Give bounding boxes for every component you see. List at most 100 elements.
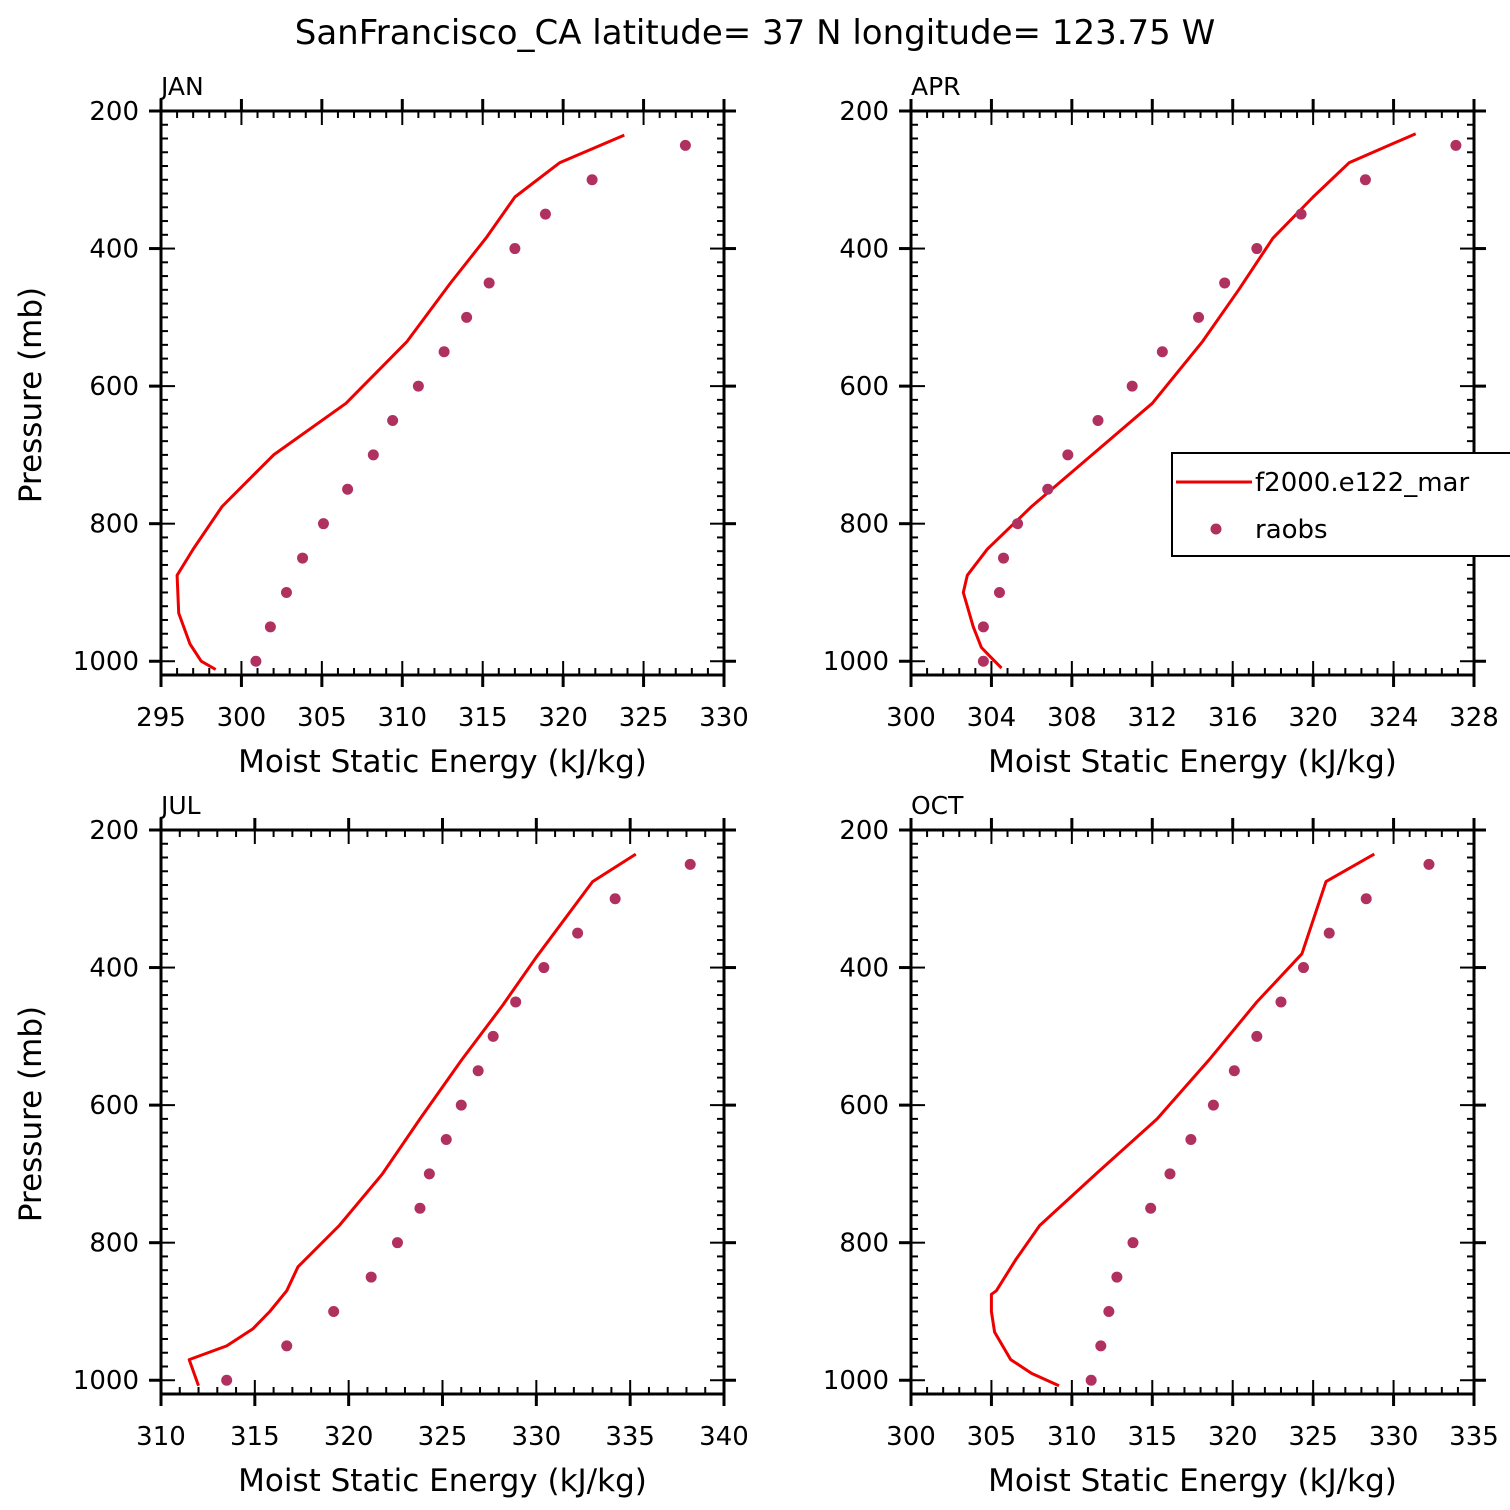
x-tick-label: 325 xyxy=(418,1422,468,1452)
raobs-marker xyxy=(1145,1202,1157,1214)
x-tick-label: 300 xyxy=(217,703,267,733)
legend-label: f2000.e122_mar xyxy=(1255,468,1469,498)
raobs-marker xyxy=(387,415,399,427)
raobs-marker xyxy=(461,311,473,323)
raobs-marker xyxy=(1062,449,1074,461)
plot-frame xyxy=(909,828,1476,1396)
raobs-marker xyxy=(438,346,450,358)
plot-frame xyxy=(909,109,1476,677)
x-tick-label: 310 xyxy=(136,1422,186,1452)
raobs-marker xyxy=(250,655,262,667)
raobs-marker xyxy=(1275,996,1287,1008)
panel-jul: JUL 200 400 600 800 1000 310 315 320 325 330 335 340… xyxy=(13,791,749,1499)
x-tick-label: 325 xyxy=(1288,1422,1338,1452)
x-tick-label: 340 xyxy=(699,1422,749,1452)
raobs-marker xyxy=(1095,1340,1107,1352)
x-tick-label: 305 xyxy=(967,1422,1017,1452)
y-tick-label: 600 xyxy=(839,372,889,402)
raobs-marker xyxy=(472,1065,484,1077)
raobs-marker xyxy=(977,621,989,633)
panel-oct: OCT 200 400 600 800 1000 300 305 310 315 320 325 330… xyxy=(823,791,1499,1499)
raobs-marker xyxy=(483,277,495,289)
raobs-marker xyxy=(509,243,521,255)
y-tick-label: 400 xyxy=(839,954,889,984)
x-tick-label: 320 xyxy=(324,1422,374,1452)
plot-frame xyxy=(159,109,726,677)
raobs-marker xyxy=(1295,208,1307,220)
x-tick-label: 315 xyxy=(1127,1422,1177,1452)
raobs-marker xyxy=(538,962,550,974)
raobs-marker xyxy=(391,1237,403,1249)
y-tick-label: 600 xyxy=(839,1091,889,1121)
raobs-marker xyxy=(280,586,292,598)
x-tick-label: 300 xyxy=(886,703,936,733)
x-tick-label: 310 xyxy=(1047,1422,1097,1452)
x-tick-label: 304 xyxy=(967,703,1017,733)
raobs-marker xyxy=(510,996,522,1008)
raobs-marker xyxy=(1085,1374,1097,1386)
x-tick-label: 315 xyxy=(230,1422,280,1452)
raobs-marker xyxy=(1111,1271,1123,1283)
legend-box xyxy=(1171,452,1510,557)
x-tick-label: 330 xyxy=(1369,1422,1419,1452)
raobs-marker xyxy=(993,586,1005,598)
raobs-marker xyxy=(317,518,329,530)
x-tick-label: 325 xyxy=(619,703,669,733)
x-tick-label: 320 xyxy=(538,703,588,733)
raobs-marker xyxy=(1359,174,1371,186)
x-tick-label: 335 xyxy=(605,1422,655,1452)
y-tick-label: 800 xyxy=(89,1229,139,1259)
model-profile-line xyxy=(187,852,637,1387)
raobs-marker xyxy=(1193,311,1205,323)
y-tick-label: 600 xyxy=(89,1091,139,1121)
y-tick-label: 200 xyxy=(89,816,139,846)
x-tick-label: 300 xyxy=(886,1422,936,1452)
raobs-marker xyxy=(414,1202,426,1214)
raobs-marker xyxy=(1297,962,1309,974)
raobs-marker xyxy=(997,552,1009,564)
panel-label: OCT xyxy=(911,791,964,820)
raobs-marker xyxy=(1042,483,1054,495)
raobs-marker xyxy=(365,1271,377,1283)
raobs-marker xyxy=(455,1099,467,1111)
raobs-marker xyxy=(1127,1237,1139,1249)
raobs-marker xyxy=(297,552,309,564)
x-axis-label: Moist Static Energy (kJ/kg) xyxy=(238,1463,647,1499)
raobs-marker xyxy=(1012,518,1024,530)
panel-jan: JAN 200 400 600 800 1000 295 300 305 310 315 320 325… xyxy=(13,72,749,780)
raobs-marker xyxy=(281,1340,293,1352)
y-tick-label: 800 xyxy=(839,1229,889,1259)
x-tick-label: 310 xyxy=(377,703,427,733)
x-tick-label: 316 xyxy=(1208,703,1258,733)
y-axis-label: Pressure (mb) xyxy=(13,1006,49,1222)
y-tick-label: 200 xyxy=(839,97,889,127)
raobs-marker xyxy=(1228,1065,1240,1077)
legend-label: raobs xyxy=(1255,515,1328,545)
raobs-marker xyxy=(1360,893,1372,905)
y-tick-label: 1000 xyxy=(73,1366,139,1396)
raobs-marker xyxy=(1156,346,1168,358)
raobs-marker xyxy=(423,1168,435,1180)
raobs-marker xyxy=(977,655,989,667)
panel-apr: APR 200 400 600 800 1000 300 304 308 312 316 320 324… xyxy=(823,72,1499,780)
x-tick-label: 335 xyxy=(1449,1422,1499,1452)
raobs-marker xyxy=(1251,1030,1263,1042)
figure-title: SanFrancisco_CA latitude= 37 N longitude… xyxy=(295,13,1216,53)
x-axis-label: Moist Static Energy (kJ/kg) xyxy=(238,744,647,780)
x-tick-label: 324 xyxy=(1369,703,1419,733)
y-tick-label: 200 xyxy=(839,816,889,846)
x-tick-label: 330 xyxy=(512,1422,562,1452)
raobs-marker xyxy=(609,893,621,905)
raobs-marker xyxy=(487,1030,499,1042)
x-tick-label: 312 xyxy=(1127,703,1177,733)
x-tick-label: 315 xyxy=(458,703,508,733)
raobs-marker xyxy=(1164,1168,1176,1180)
y-tick-label: 1000 xyxy=(73,647,139,677)
raobs-marker xyxy=(1126,380,1138,392)
raobs-marker xyxy=(342,483,354,495)
raobs-marker xyxy=(1251,243,1263,255)
panels-group: JAN 200 400 600 800 1000 295 300 305 310 315 320 325… xyxy=(13,72,1499,1499)
x-tick-label: 328 xyxy=(1449,703,1499,733)
panel-label: JUL xyxy=(159,791,201,820)
